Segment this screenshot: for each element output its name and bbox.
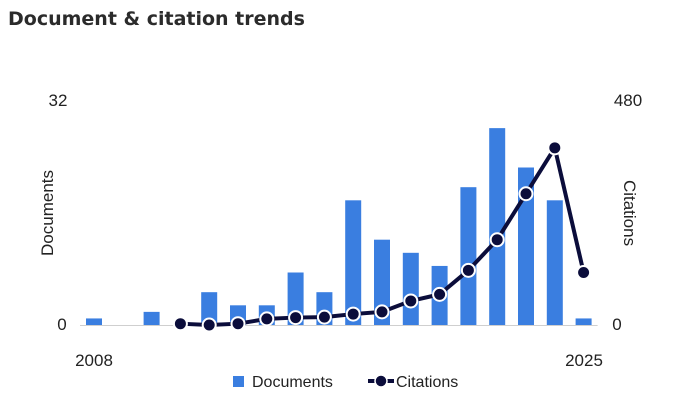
citations-point [172, 316, 188, 332]
citations-point [201, 317, 217, 333]
left-axis-min-label: 0 [57, 315, 66, 334]
documents-legend-label: Documents [252, 374, 333, 391]
citations-legend-label: Citations [396, 374, 458, 391]
x-axis-first-label: 2008 [75, 351, 113, 370]
documents-bar [201, 292, 218, 325]
chart-legend: Documents Citations [233, 374, 458, 391]
left-axis-max-label: 32 [49, 91, 68, 110]
documents-bar [86, 318, 102, 325]
documents-bar [402, 252, 419, 325]
documents-bar [460, 187, 477, 325]
citations-point [316, 309, 332, 325]
citations-point [403, 293, 419, 309]
documents-bar [489, 128, 506, 325]
x-axis-last-label: 2025 [565, 351, 603, 370]
citations-point [345, 306, 361, 322]
chart-title: Document & citation trends [8, 8, 305, 30]
citations-point [374, 304, 390, 320]
citations-legend-marker [374, 374, 388, 388]
right-axis-min-label: 0 [612, 315, 621, 334]
documents-bar [345, 200, 362, 325]
citations-point [288, 310, 304, 326]
citations-point [230, 316, 246, 332]
documents-bar [546, 200, 563, 325]
citations-point [432, 286, 448, 302]
documents-bar [518, 167, 534, 325]
citations-point [576, 265, 592, 280]
documents-legend-swatch [233, 376, 244, 387]
documents-bar [143, 311, 160, 325]
right-axis-title: Citations [620, 180, 639, 246]
citations-point [460, 262, 476, 278]
right-axis-max-label: 480 [614, 91, 642, 110]
documents-bar [575, 318, 592, 325]
citations-point [259, 311, 275, 327]
left-axis-title: Documents [38, 170, 57, 256]
citations-point [518, 186, 534, 202]
citations-point [489, 232, 505, 248]
documents-bars [86, 128, 592, 325]
citations-line-group [172, 140, 592, 333]
documents-bar [374, 239, 390, 325]
citations-point [547, 140, 563, 156]
